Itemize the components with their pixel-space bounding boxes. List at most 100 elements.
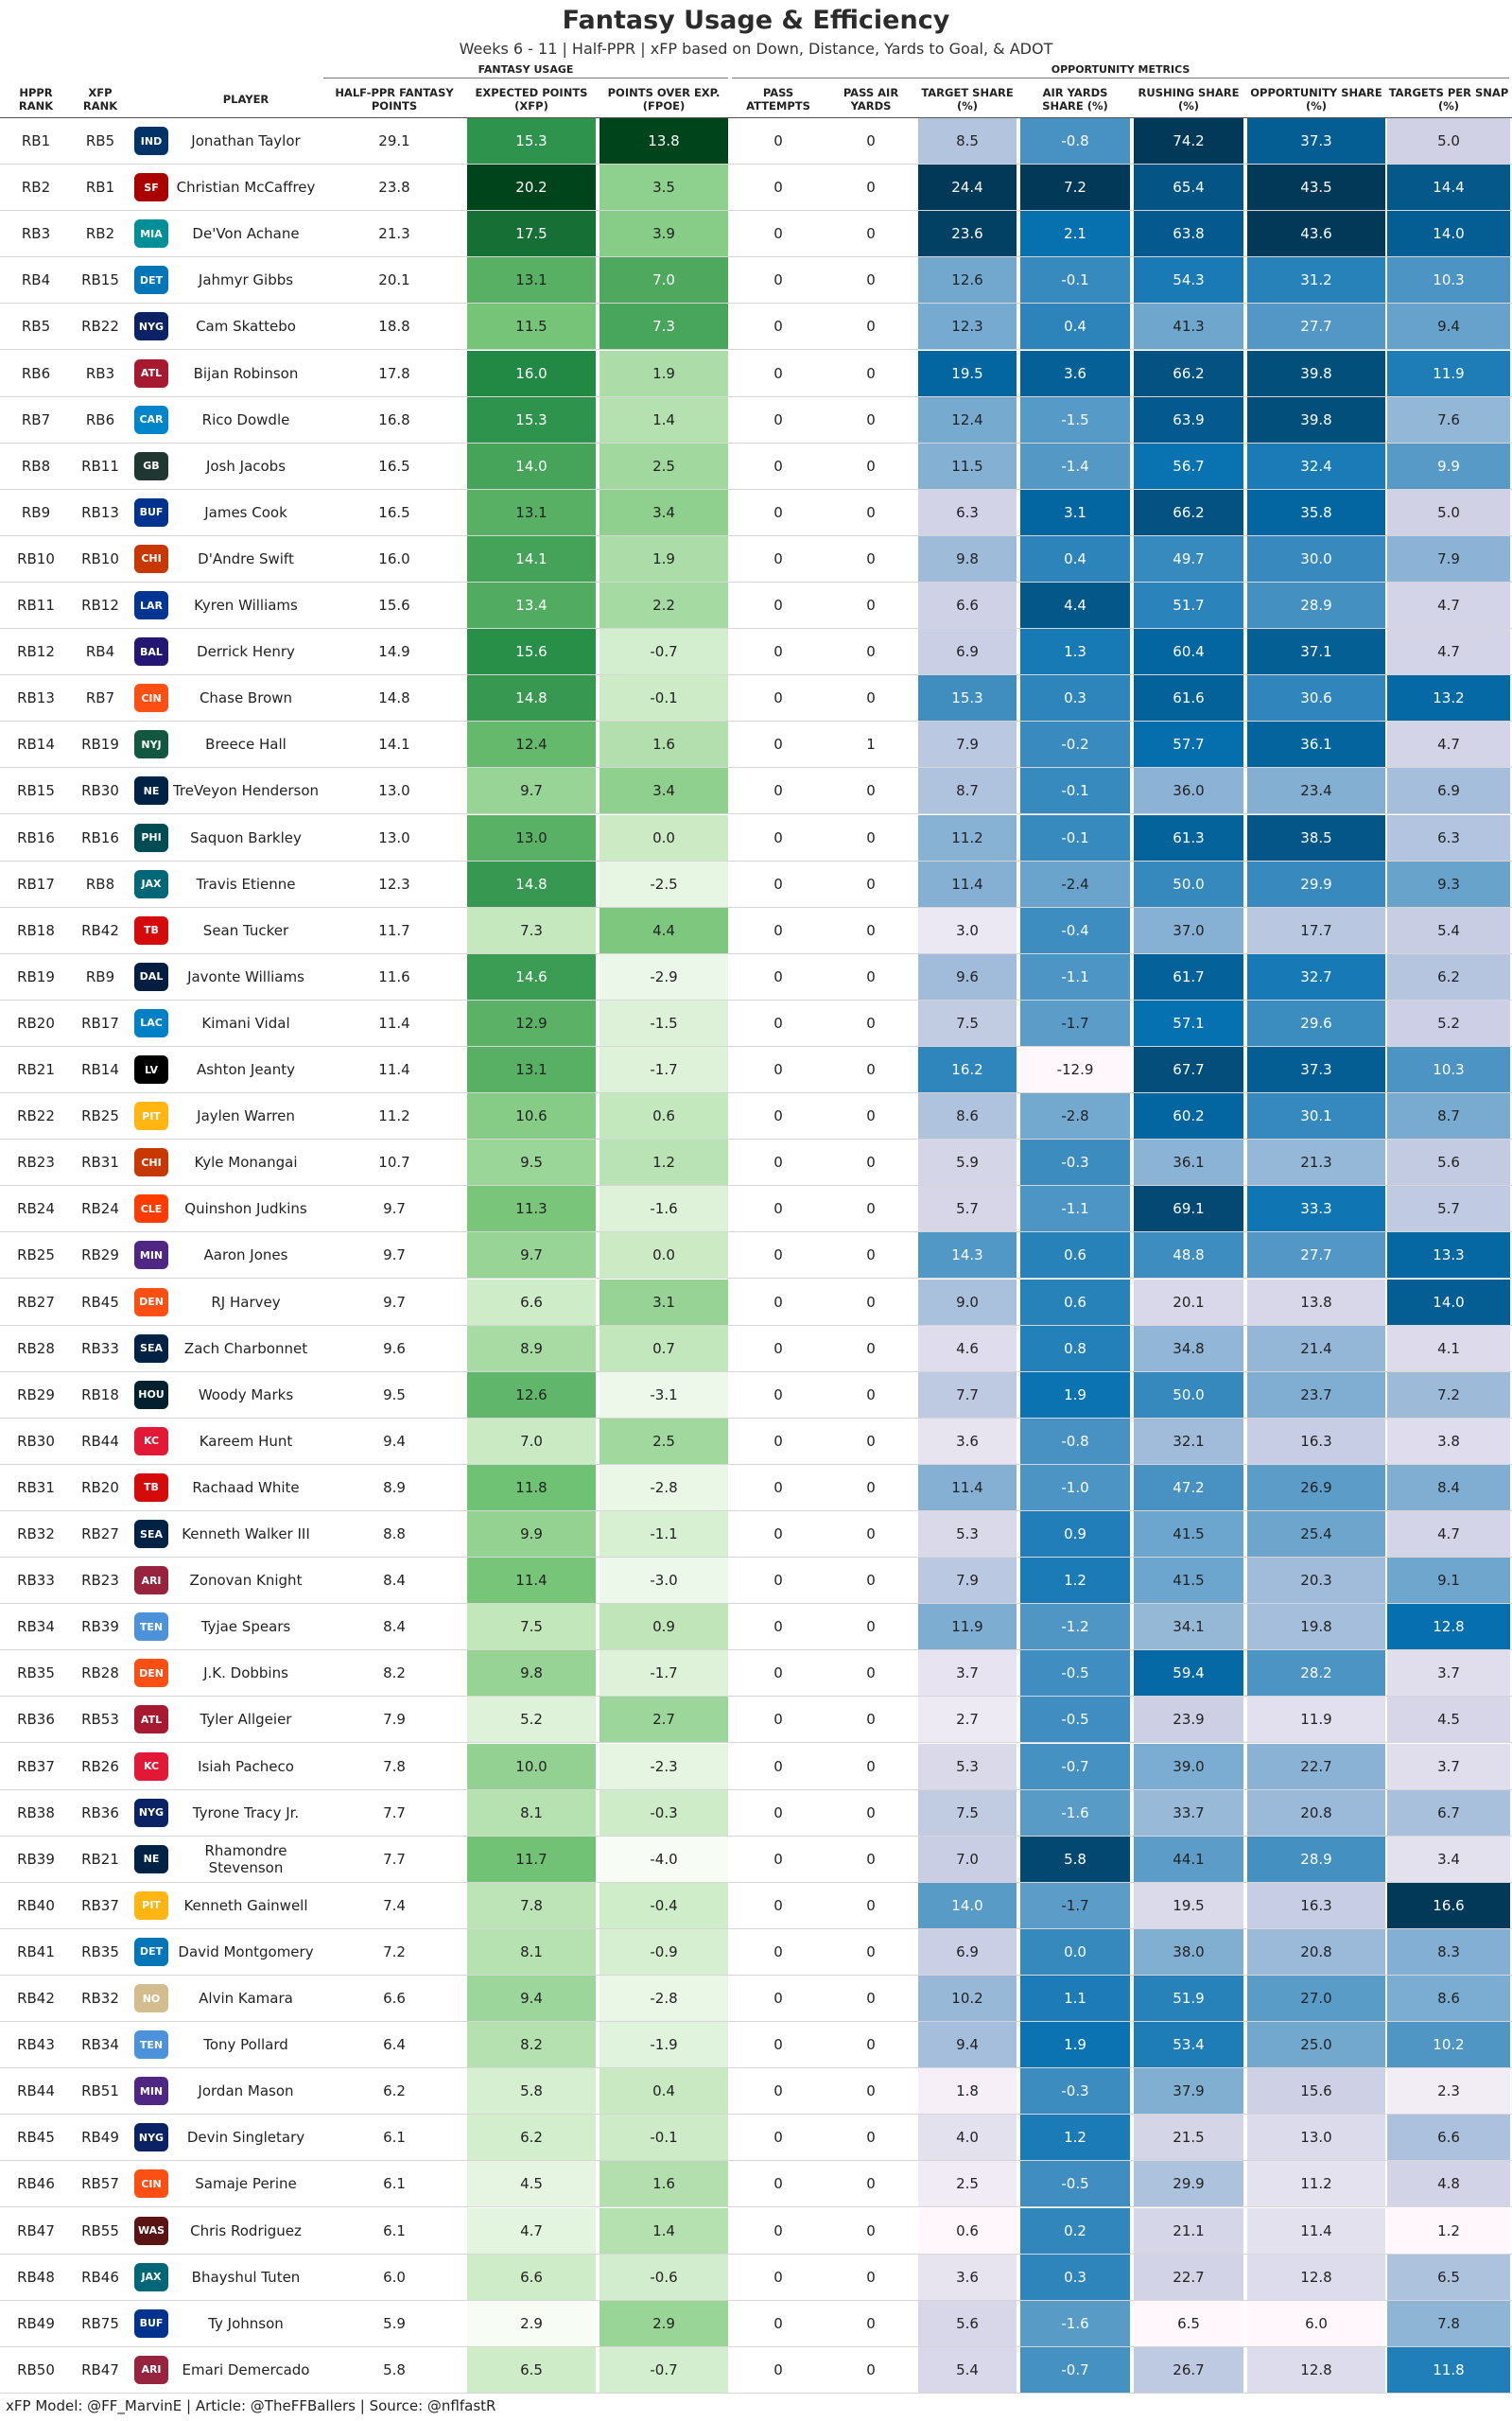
xfp-cell: 11.7 (467, 1836, 596, 1882)
pass-air-yards-cell: 0 (866, 318, 876, 336)
team-logo-icon: BUF (134, 2308, 168, 2338)
xfp-rank-cell: RB49 (81, 2129, 119, 2147)
team-logo-icon: TB (134, 915, 168, 945)
fpoe-cell: -2.8 (600, 1976, 728, 2021)
opportunity-share-cell: 27.7 (1247, 304, 1385, 350)
fpoe-cell: 2.7 (600, 1697, 728, 1743)
col-header-opportunity-share: OPPORTUNITY SHARE (%) (1250, 86, 1382, 113)
hppr-rank-cell: RB50 (17, 2360, 55, 2378)
opportunity-share-cell: 28.2 (1247, 1650, 1385, 1697)
opportunity-share-cell: 21.3 (1247, 1140, 1385, 1186)
opportunity-share-cell: 15.6 (1247, 2068, 1385, 2115)
target-share-cell: 1.8 (918, 2068, 1017, 2115)
pass-attempts-cell: 0 (773, 1618, 783, 1636)
targets-per-snap-cell: 7.8 (1387, 2300, 1510, 2346)
air-yards-share-cell: -1.6 (1020, 2300, 1130, 2346)
pass-attempts-cell: 0 (773, 1385, 783, 1403)
rushing-share-cell: 59.4 (1134, 1650, 1243, 1697)
pass-air-yards-cell: 0 (866, 1757, 876, 1775)
table-row: LV RB21 RB14 Ashton Jeanty 11.4 13.1 -1.7 0 0 16.… (0, 1047, 1512, 1094)
target-share-cell: 9.6 (918, 953, 1017, 1000)
table-row: WAS RB47 RB55 Chris Rodriguez 6.1 4.7 1.4 0 0 0.6… (0, 2207, 1512, 2255)
half-ppr-points-cell: 7.8 (383, 1757, 406, 1775)
target-share-cell: 0.6 (918, 2207, 1017, 2254)
hppr-rank-cell: RB21 (17, 1061, 55, 1078)
pass-attempts-cell: 0 (773, 921, 783, 939)
team-logo-icon: SEA (134, 1333, 168, 1363)
half-ppr-points-cell: 9.7 (383, 1246, 406, 1264)
group-header-opportunity-metrics: OPPORTUNITY METRICS (1051, 63, 1190, 76)
opportunity-share-cell: 39.8 (1247, 350, 1385, 396)
rushing-share-cell: 26.7 (1134, 2346, 1243, 2393)
half-ppr-points-cell: 5.9 (383, 2314, 406, 2332)
table-row: PIT RB22 RB25 Jaylen Warren 11.2 10.6 0.6 0 0 8.6… (0, 1093, 1512, 1141)
player-name-cell: RJ Harvey (211, 1293, 281, 1311)
xfp-rank-cell: RB3 (85, 364, 115, 382)
rushing-share-cell: 44.1 (1134, 1836, 1243, 1882)
col-header-xfp-rank: XFP RANK (82, 86, 118, 113)
table-row: SF RB2 RB1 Christian McCaffrey 23.8 20.2 3.5 0 0… (0, 165, 1512, 212)
hppr-rank-cell: RB46 (17, 2175, 55, 2193)
table-row: JAX RB17 RB8 Travis Etienne 12.3 14.8 -2.5 0 0 11… (0, 861, 1512, 908)
fpoe-cell: 1.4 (600, 396, 728, 443)
player-name-cell: Chase Brown (199, 689, 293, 707)
opportunity-share-cell: 23.7 (1247, 1371, 1385, 1418)
table-row: JAX RB48 RB46 Bhayshul Tuten 6.0 6.6 -0.6 0 0 3.6… (0, 2254, 1512, 2301)
player-name-cell: Josh Jacobs (205, 457, 287, 475)
player-name-cell: Tyler Allgeier (200, 1711, 292, 1729)
xfp-cell: 9.7 (467, 768, 596, 814)
player-name-cell: Travis Etienne (196, 875, 296, 893)
target-share-cell: 8.5 (918, 118, 1017, 164)
table-row: CHI RB10 RB10 D'Andre Swift 16.0 14.1 1.9 0 0 9.8… (0, 535, 1512, 583)
xfp-cell: 11.4 (467, 1558, 596, 1604)
table-row: PIT RB40 RB37 Kenneth Gainwell 7.4 7.8 -0.4 0 0 1… (0, 1882, 1512, 1929)
fpoe-cell: 2.2 (600, 583, 728, 628)
pass-attempts-cell: 0 (773, 1850, 783, 1868)
player-name-cell: Kareem Hunt (199, 1432, 293, 1450)
rushing-share-cell: 50.0 (1134, 1371, 1243, 1418)
xfp-rank-cell: RB46 (81, 2268, 119, 2286)
half-ppr-points-cell: 29.1 (378, 132, 410, 149)
hppr-rank-cell: RB30 (17, 1432, 55, 1450)
air-yards-share-cell: -0.8 (1020, 118, 1130, 164)
table-row: TB RB18 RB42 Sean Tucker 11.7 7.3 4.4 0 0 3.0 -0.4… (0, 907, 1512, 954)
half-ppr-points-cell: 13.0 (378, 782, 410, 800)
half-ppr-points-cell: 6.1 (383, 2221, 406, 2239)
pass-air-yards-cell: 0 (866, 1293, 876, 1311)
pass-attempts-cell: 0 (773, 1803, 783, 1821)
col-header-rushing-share: RUSHING SHARE (%) (1138, 86, 1240, 113)
hppr-rank-cell: RB16 (17, 828, 55, 846)
rushing-share-cell: 54.3 (1134, 257, 1243, 304)
air-yards-share-cell: -2.4 (1020, 861, 1130, 907)
hppr-rank-cell: RB10 (17, 549, 55, 567)
pass-air-yards-cell: 0 (866, 1525, 876, 1542)
player-name-cell: Jaylen Warren (197, 1107, 295, 1125)
opportunity-share-cell: 32.7 (1247, 953, 1385, 1000)
table-row: KC RB30 RB44 Kareem Hunt 9.4 7.0 2.5 0 0 3.6 -0.8 3… (0, 1418, 1512, 1465)
table-row: CIN RB13 RB7 Chase Brown 14.8 14.8 -0.1 0 0 15.3 0… (0, 675, 1512, 723)
target-share-cell: 12.4 (918, 396, 1017, 443)
targets-per-snap-cell: 5.4 (1387, 907, 1510, 953)
pass-attempts-cell: 0 (773, 1200, 783, 1218)
player-name-cell: D'Andre Swift (198, 549, 294, 567)
pass-attempts-cell: 0 (773, 179, 783, 197)
table-row: DAL RB19 RB9 Javonte Williams 11.6 14.6 -2.9 0 0… (0, 953, 1512, 1001)
air-yards-share-cell: -1.7 (1020, 1882, 1130, 1928)
targets-per-snap-cell: 10.2 (1387, 2022, 1510, 2068)
xfp-cell: 15.3 (467, 396, 596, 443)
opportunity-share-cell: 38.5 (1247, 814, 1385, 861)
fpoe-cell: -1.9 (600, 2022, 728, 2068)
team-logo-icon: KC (134, 1751, 168, 1781)
xfp-cell: 13.1 (467, 489, 596, 535)
xfp-rank-cell: RB26 (81, 1757, 119, 1775)
target-share-cell: 5.3 (918, 1743, 1017, 1789)
pass-attempts-cell: 0 (773, 410, 783, 428)
pass-air-yards-cell: 0 (866, 1246, 876, 1264)
opportunity-share-cell: 27.0 (1247, 1976, 1385, 2021)
team-logo-icon: CIN (134, 684, 168, 713)
table-row: NE RB39 RB21 Rhamondre Stevenson 7.7 11.7 -4.0… (0, 1836, 1512, 1883)
air-yards-share-cell: -1.0 (1020, 1464, 1130, 1510)
opportunity-share-cell: 21.4 (1247, 1325, 1385, 1371)
table-row: TEN RB43 RB34 Tony Pollard 6.4 8.2 -1.9 0 0 9.4 1.… (0, 2022, 1512, 2069)
hppr-rank-cell: RB47 (17, 2221, 55, 2239)
